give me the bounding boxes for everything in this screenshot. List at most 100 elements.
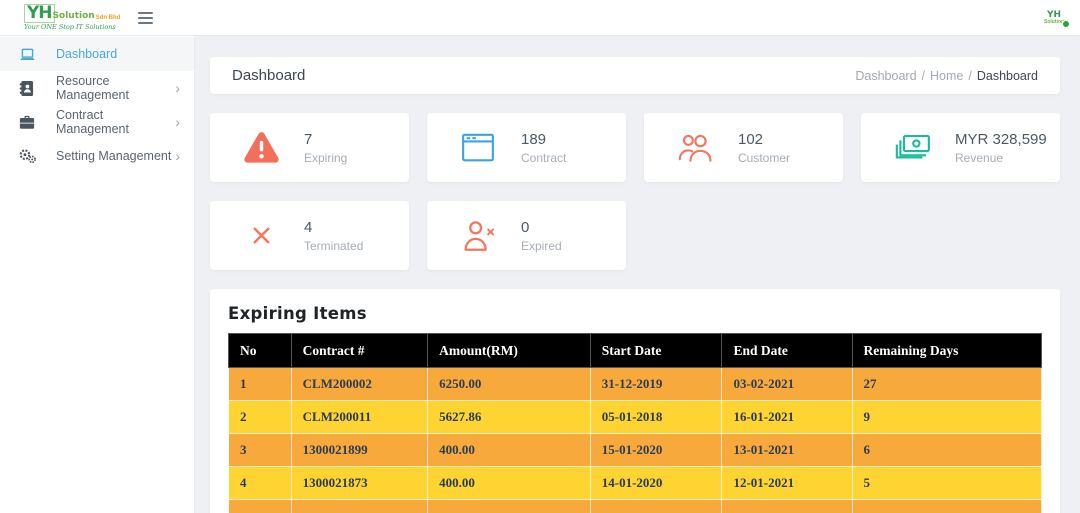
table-cell: 15-01-2020 (590, 434, 722, 467)
breadcrumb-item[interactable]: Dashboard (855, 69, 916, 83)
column-header: Amount(RM) (428, 334, 591, 368)
table-cell: CLM200002 (291, 368, 428, 401)
app-logo[interactable]: YH Solution Sdn Bhd Your ONE Stop IT Sol… (24, 4, 120, 31)
stat-value: 102 (738, 131, 790, 148)
table-cell (852, 500, 1041, 513)
menu-toggle-icon[interactable] (134, 5, 157, 31)
table-cell (590, 500, 722, 513)
sidebar-item-label: Setting Management (56, 149, 175, 163)
breadcrumb-separator: / (922, 69, 925, 83)
stats-row-1: 7 Expiring 189 Contract 102 Customer (210, 113, 1060, 182)
sidebar-item-label: Dashboard (56, 47, 180, 61)
table-cell: 12-01-2021 (722, 467, 852, 500)
sidebar-item-dashboard[interactable]: Dashboard (0, 37, 194, 71)
sidebar-item-label: Contract Management (56, 108, 175, 136)
table-cell: 27 (852, 368, 1041, 401)
brand-word: Solution (53, 12, 95, 21)
column-header: Contract # (291, 334, 428, 368)
stat-label: Revenue (955, 151, 1047, 165)
table-cell: 03-02-2021 (722, 368, 852, 401)
expiring-items-title: Expiring Items (228, 304, 1042, 323)
table-cell: 5 (852, 467, 1041, 500)
chevron-right-icon: › (175, 81, 180, 95)
table-cell: 9 (852, 401, 1041, 434)
table-row: 41300021873400.0014-01-202012-01-20215 (229, 467, 1042, 500)
table-row: 31300021899400.0015-01-202013-01-20216 (229, 434, 1042, 467)
brand-initials: YH (24, 4, 55, 23)
table-cell (428, 500, 591, 513)
table-row: 1CLM2000026250.0031-12-201903-02-202127 (229, 368, 1042, 401)
table-header-row: No Contract # Amount(RM) Start Date End … (229, 334, 1042, 368)
user-avatar[interactable]: YH Solution (1044, 11, 1064, 25)
expiring-items-table: No Contract # Amount(RM) Start Date End … (228, 333, 1042, 513)
table-cell: 1300021873 (291, 467, 428, 500)
stats-row-2: 4 Terminated 0 Expired (210, 201, 1060, 270)
table-row: 2CLM2000115627.8605-01-201816-01-20219 (229, 401, 1042, 434)
sidebar-item-resource-management[interactable]: Resource Management › (0, 71, 194, 105)
table-cell (291, 500, 428, 513)
topbar: YH Solution Sdn Bhd Your ONE Stop IT Sol… (0, 0, 1080, 36)
breadcrumb-item[interactable]: Home (930, 69, 963, 83)
column-header: Remaining Days (852, 334, 1041, 368)
stat-value: MYR 328,599 (955, 131, 1047, 148)
table-cell: 3 (229, 434, 292, 467)
avatar-brand-word: Solution (1044, 20, 1064, 25)
stat-card-customer: 102 Customer (644, 113, 843, 182)
user-x-icon (449, 219, 507, 252)
breadcrumb-separator: / (968, 69, 971, 83)
stat-label: Expiring (304, 151, 347, 165)
stat-label: Customer (738, 151, 790, 165)
chevron-right-icon: › (175, 149, 180, 163)
page-header: Dashboard Dashboard / Home / Dashboard (210, 57, 1060, 94)
main-content: Dashboard Dashboard / Home / Dashboard 7 Exp… (195, 36, 1080, 513)
window-icon (449, 132, 507, 163)
table-cell (229, 500, 292, 513)
expiring-items-panel: Expiring Items No Contract # Amount(RM) … (210, 289, 1060, 513)
table-cell: 400.00 (428, 467, 591, 500)
address-book-icon (19, 80, 39, 97)
column-header: End Date (722, 334, 852, 368)
stat-card-terminated: 4 Terminated (210, 201, 409, 270)
sidebar-item-label: Resource Management (56, 74, 175, 102)
table-cell: 6250.00 (428, 368, 591, 401)
table-cell (722, 500, 852, 513)
brand-tagline: Your ONE Stop IT Solutions (24, 24, 120, 31)
table-cell: 1 (229, 368, 292, 401)
sidebar-item-contract-management[interactable]: Contract Management › (0, 105, 194, 139)
stat-value: 0 (521, 219, 562, 236)
x-icon (232, 222, 290, 249)
table-cell: 5627.86 (428, 401, 591, 434)
table-cell: 13-01-2021 (722, 434, 852, 467)
warning-triangle-icon (232, 131, 290, 165)
stat-value: 4 (304, 219, 363, 236)
brand-suffix: Sdn Bhd (96, 15, 121, 21)
table-cell: 400.00 (428, 434, 591, 467)
stat-card-expired: 0 Expired (427, 201, 626, 270)
laptop-icon (19, 47, 39, 62)
stat-card-revenue: MYR 328,599 Revenue (861, 113, 1060, 182)
online-status-dot (1062, 20, 1070, 28)
sidebar-item-setting-management[interactable]: Setting Management › (0, 139, 194, 173)
column-header: No (229, 334, 292, 368)
table-cell: 31-12-2019 (590, 368, 722, 401)
users-icon (666, 132, 724, 163)
chevron-right-icon: › (175, 115, 180, 129)
table-cell: 6 (852, 434, 1041, 467)
table-cell: 4 (229, 467, 292, 500)
banknotes-icon (883, 133, 941, 162)
stat-card-expiring: 7 Expiring (210, 113, 409, 182)
stat-value: 7 (304, 131, 347, 148)
table-cell: 2 (229, 401, 292, 434)
stat-label: Expired (521, 239, 562, 253)
table-cell: CLM200011 (291, 401, 428, 434)
table-cell: 1300021899 (291, 434, 428, 467)
table-row (229, 500, 1042, 513)
breadcrumb: Dashboard / Home / Dashboard (855, 69, 1038, 83)
page-title: Dashboard (232, 67, 305, 84)
breadcrumb-current: Dashboard (977, 69, 1038, 83)
sidebar: Dashboard Resource Management › Contract… (0, 36, 195, 513)
stat-card-contract: 189 Contract (427, 113, 626, 182)
table-cell: 16-01-2021 (722, 401, 852, 434)
column-header: Start Date (590, 334, 722, 368)
briefcase-icon (19, 115, 39, 130)
